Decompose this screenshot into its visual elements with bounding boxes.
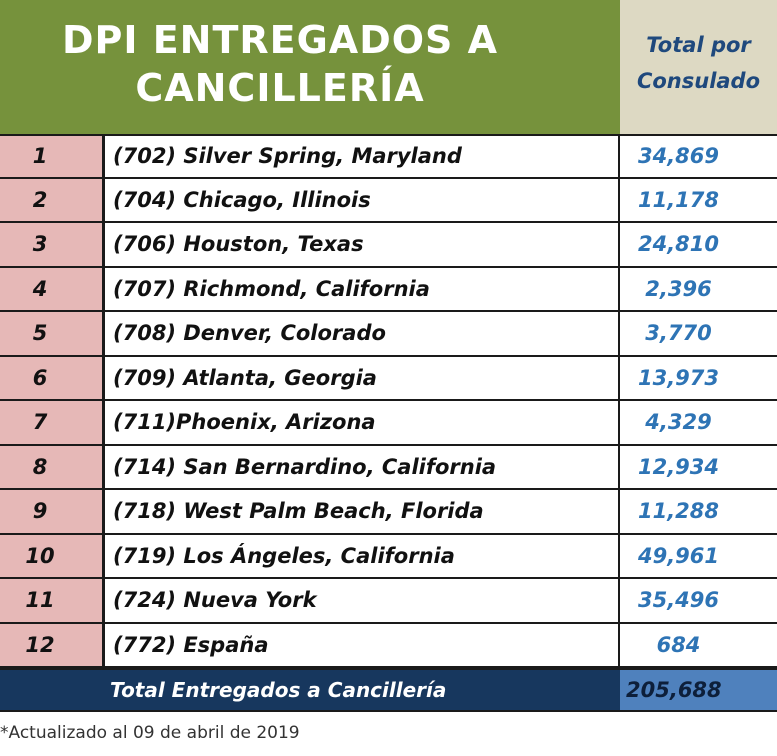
row-number: 10 — [0, 534, 102, 577]
table-row: 8 (714) San Bernardino, California 12,934 — [0, 445, 777, 490]
consulate-total: 35,496 — [637, 588, 720, 613]
consulate-total: 2,396 — [645, 276, 712, 301]
row-number: 2 — [0, 178, 102, 221]
footnote: *Actualizado al 09 de abril de 2019 — [0, 723, 300, 743]
row-number: 9 — [0, 490, 102, 533]
table-row: 11 (724) Nueva York 35,496 — [0, 579, 777, 624]
table-row: 6 (709) Atlanta, Georgia 13,973 — [0, 356, 777, 401]
consulate-name: (708) Denver, Colorado — [102, 312, 620, 355]
consulate-total: 11,288 — [637, 499, 720, 524]
consulate-name: (704) Chicago, Illinois — [102, 178, 620, 221]
consulate-total: 4,329 — [645, 410, 712, 435]
row-number: 11 — [0, 579, 102, 622]
row-number: 6 — [0, 356, 102, 399]
table-row: 10 (719) Los Ángeles, California 49,961 — [0, 534, 777, 579]
consulate-total: 3,770 — [645, 321, 712, 346]
table-body: 1 (702) Silver Spring, Maryland 34,869 2 (70… — [0, 134, 777, 668]
row-number: 4 — [0, 267, 102, 310]
total-row: Total Entregados a Cancillería 205,688 — [0, 668, 777, 712]
table-row: 12 (772) España 684 — [0, 623, 777, 668]
consulate-name: (706) Houston, Texas — [102, 223, 620, 266]
consulate-name: (719) Los Ángeles, California — [102, 534, 620, 577]
total-column-header: Total por Consulado — [620, 0, 777, 134]
table-row: 4 (707) Richmond, California 2,396 — [0, 267, 777, 312]
consulate-total: 12,934 — [637, 454, 720, 479]
consulate-name: (702) Silver Spring, Maryland — [102, 136, 620, 177]
consulate-name: (772) España — [102, 623, 620, 666]
table-row: 5 (708) Denver, Colorado 3,770 — [0, 312, 777, 357]
total-label: Total Entregados a Cancillería — [0, 670, 620, 710]
row-number: 1 — [0, 136, 102, 177]
consulate-name: (718) West Palm Beach, Florida — [102, 490, 620, 533]
table-row: 3 (706) Houston, Texas 24,810 — [0, 223, 777, 268]
row-number: 12 — [0, 623, 102, 666]
consulate-name: (724) Nueva York — [102, 579, 620, 622]
consulate-name: (711)Phoenix, Arizona — [102, 401, 620, 444]
table-row: 9 (718) West Palm Beach, Florida 11,288 — [0, 490, 777, 535]
table-title: DPI ENTREGADOS A CANCILLERÍA — [0, 0, 620, 134]
consulate-name: (707) Richmond, California — [102, 267, 620, 310]
table-row: 1 (702) Silver Spring, Maryland 34,869 — [0, 134, 777, 179]
consulate-total: 684 — [656, 632, 701, 657]
consulate-total: 49,961 — [637, 543, 720, 568]
consulate-total: 11,178 — [637, 187, 720, 212]
consulate-total: 13,973 — [637, 365, 720, 390]
consulate-total: 34,869 — [637, 144, 720, 169]
consulate-name: (714) San Bernardino, California — [102, 445, 620, 488]
row-number: 5 — [0, 312, 102, 355]
row-number: 7 — [0, 401, 102, 444]
row-number: 3 — [0, 223, 102, 266]
table-row: 7 (711)Phoenix, Arizona 4,329 — [0, 401, 777, 446]
consulate-name: (709) Atlanta, Georgia — [102, 356, 620, 399]
row-number: 8 — [0, 445, 102, 488]
table-row: 2 (704) Chicago, Illinois 11,178 — [0, 178, 777, 223]
consulate-total: 24,810 — [637, 232, 720, 257]
total-value: 205,688 — [620, 670, 777, 710]
